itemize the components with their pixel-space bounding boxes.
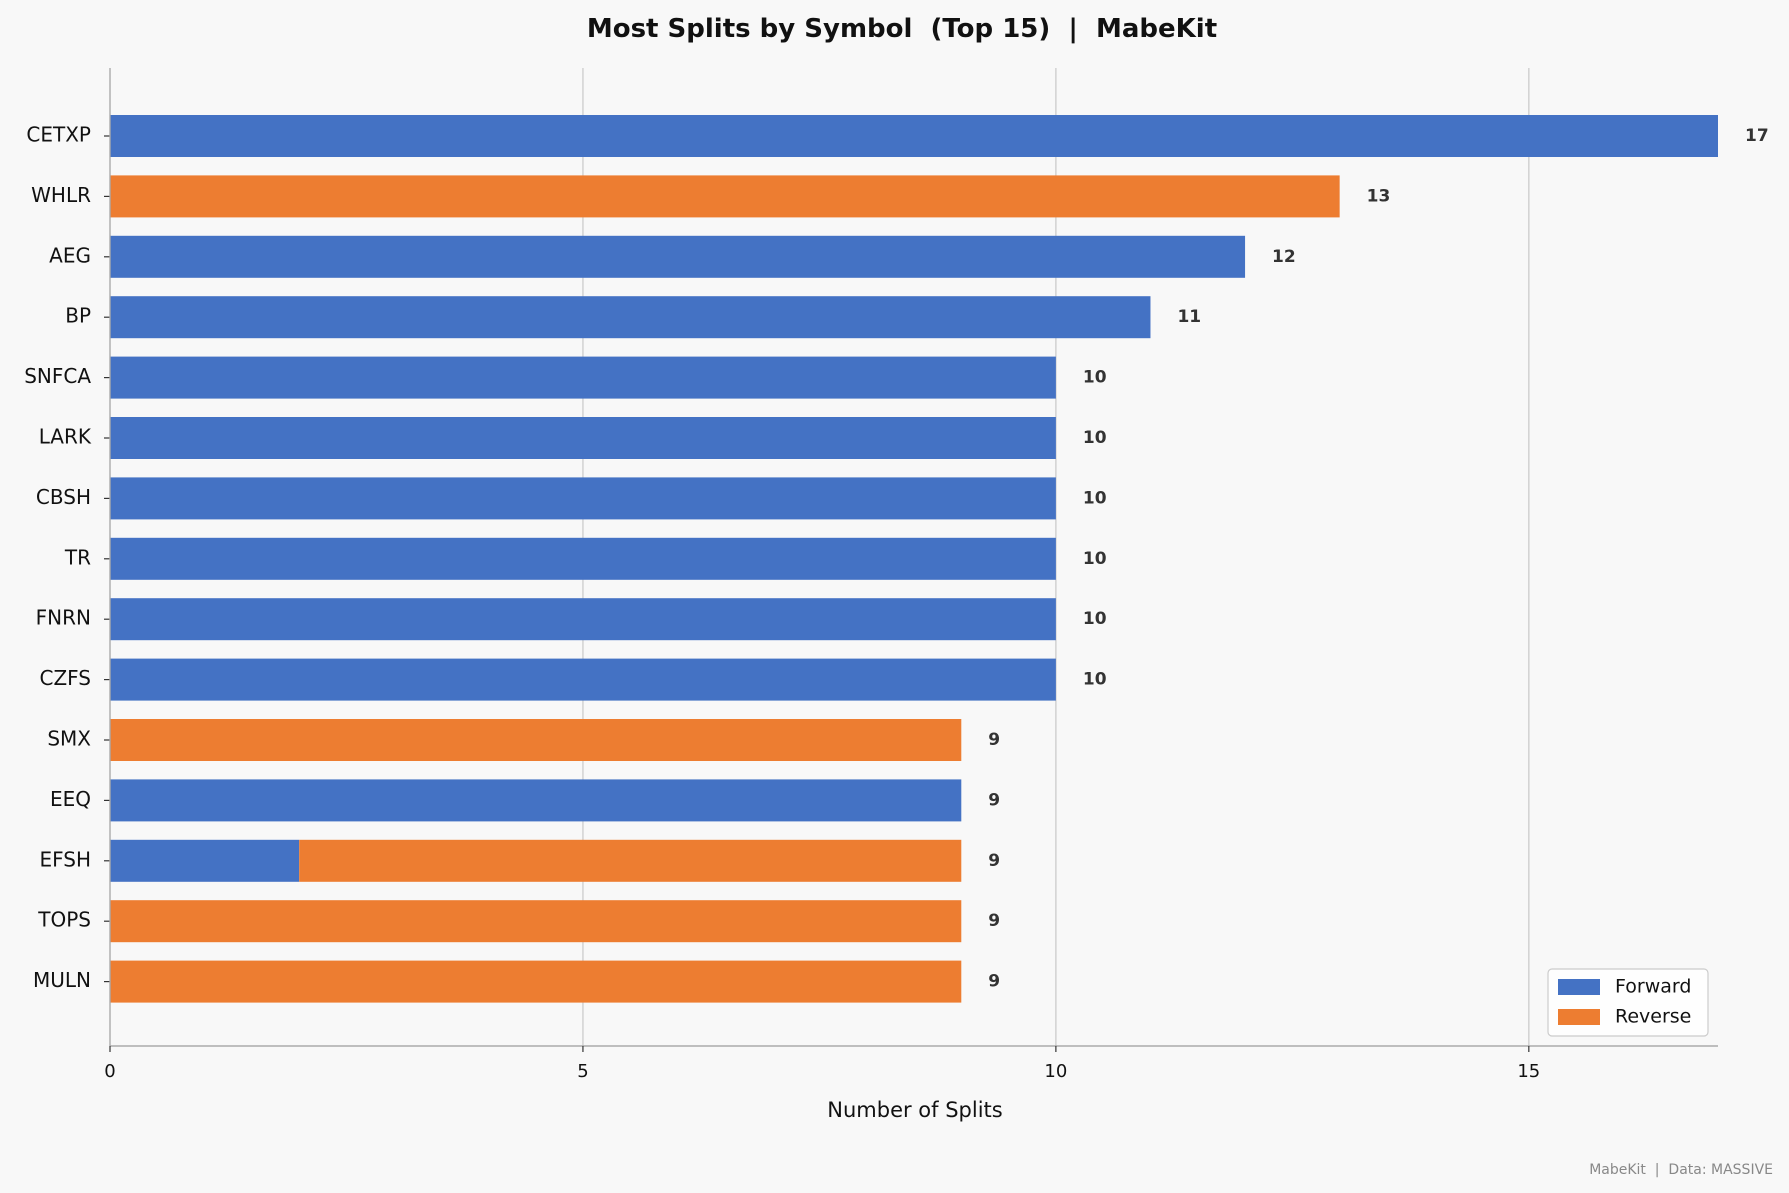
bar-forward-aeg xyxy=(110,235,1246,278)
value-label-tops: 9 xyxy=(988,911,1000,931)
chart-title: Most Splits by Symbol (Top 15) | MabeKit xyxy=(587,14,1217,44)
value-label-lark: 10 xyxy=(1083,428,1107,448)
bars-group xyxy=(110,115,1718,1003)
y-tick-label-whlr: WHLR xyxy=(31,183,91,207)
footer-credit: MabeKit | Data: MASSIVE xyxy=(1589,1162,1773,1178)
y-tick-label-eeq: EEQ xyxy=(50,787,91,811)
value-labels-group: 17 13 12 11 10 10 10 10 10 10 9 9 9 9 9 xyxy=(988,126,1768,992)
bar-forward-efsh xyxy=(110,839,300,882)
value-label-whlr: 13 xyxy=(1367,186,1391,206)
x-tick-label-0: 0 xyxy=(104,1061,115,1082)
y-tick-labels: CETXP WHLR AEG BP SNFCA LARK CBSH TR FNRN CZFS SMX… xyxy=(24,123,92,993)
bar-reverse-efsh xyxy=(299,839,962,882)
x-axis-label: Number of Splits xyxy=(827,1098,1002,1122)
y-tick-label-efsh: EFSH xyxy=(39,847,91,871)
y-tick-label-cetxp: CETXP xyxy=(26,123,91,147)
bar-forward-eeq xyxy=(110,779,962,822)
legend-swatch-reverse xyxy=(1558,1009,1600,1025)
y-tick-label-lark: LARK xyxy=(39,425,92,449)
value-label-bp: 11 xyxy=(1177,307,1201,327)
value-label-cetxp: 17 xyxy=(1745,126,1769,146)
bar-reverse-tops xyxy=(110,900,962,943)
value-label-czfs: 10 xyxy=(1083,670,1107,690)
y-tick-label-snfca: SNFCA xyxy=(24,364,91,388)
value-label-tr: 10 xyxy=(1083,549,1107,569)
value-label-smx: 9 xyxy=(988,730,1000,750)
legend-swatch-forward xyxy=(1558,979,1600,995)
legend-label-reverse: Reverse xyxy=(1615,1006,1691,1028)
y-tick-label-cbsh: CBSH xyxy=(36,485,91,509)
bar-reverse-muln xyxy=(110,960,962,1003)
y-tick-label-aeg: AEG xyxy=(49,243,91,267)
value-label-muln: 9 xyxy=(988,972,1000,992)
legend-label-forward: Forward xyxy=(1615,976,1691,998)
bar-forward-cbsh xyxy=(110,477,1056,520)
y-tick-label-bp: BP xyxy=(65,304,91,328)
bar-forward-czfs xyxy=(110,658,1056,701)
value-label-efsh: 9 xyxy=(988,851,1000,871)
x-tick-label-15: 15 xyxy=(1517,1061,1540,1082)
y-tick-label-tops: TOPS xyxy=(37,908,91,932)
bar-forward-lark xyxy=(110,417,1056,459)
value-label-eeq: 9 xyxy=(988,790,1000,810)
bar-forward-fnrn xyxy=(110,598,1056,641)
bar-reverse-smx xyxy=(110,719,962,761)
y-tick-label-smx: SMX xyxy=(47,727,91,751)
bar-forward-bp xyxy=(110,296,1151,339)
y-tick-label-czfs: CZFS xyxy=(39,666,91,690)
value-label-snfca: 10 xyxy=(1083,368,1107,388)
axes-group xyxy=(104,68,1718,1052)
value-label-aeg: 12 xyxy=(1272,247,1296,267)
value-label-fnrn: 10 xyxy=(1083,609,1107,629)
value-label-cbsh: 10 xyxy=(1083,488,1107,508)
y-tick-label-muln: MULN xyxy=(33,968,91,992)
y-tick-label-tr: TR xyxy=(64,545,91,569)
bar-forward-snfca xyxy=(110,356,1056,399)
y-tick-label-fnrn: FNRN xyxy=(36,606,91,630)
x-tick-labels: 0 5 10 15 xyxy=(104,1061,1540,1082)
legend: Forward Reverse xyxy=(1547,968,1709,1037)
bar-forward-cetxp xyxy=(110,115,1718,157)
bar-forward-tr xyxy=(110,537,1056,580)
x-tick-label-5: 5 xyxy=(577,1061,588,1082)
x-tick-label-10: 10 xyxy=(1044,1061,1067,1082)
bar-reverse-whlr xyxy=(110,175,1340,218)
